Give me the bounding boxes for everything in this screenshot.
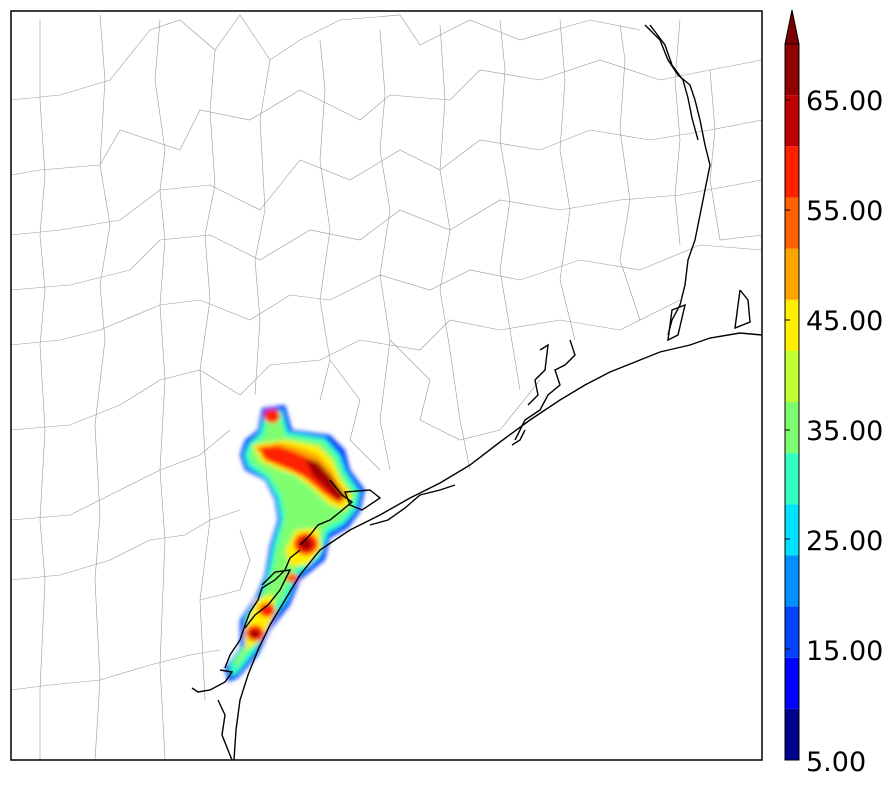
colorbar-label-45: 45.00 bbox=[806, 306, 883, 337]
colorbar-bin-70-75 bbox=[785, 44, 799, 96]
colorbar-bin-15-20 bbox=[785, 606, 799, 658]
colorbar-bin-20-25 bbox=[785, 555, 799, 607]
colorbar-bin-65-70 bbox=[785, 95, 799, 147]
field-darkred bbox=[305, 458, 346, 500]
field-orange-2 bbox=[286, 573, 298, 583]
colorbar-bin-40-45 bbox=[785, 350, 799, 402]
colorbar-label-5: 5.00 bbox=[806, 747, 866, 778]
colorbar-extend-arrow bbox=[784, 9, 800, 45]
colorbar-label-15: 15.00 bbox=[806, 636, 883, 667]
field-red-5 bbox=[264, 409, 280, 423]
colorbar-bin-10-15 bbox=[785, 657, 799, 709]
colorbar-bin-25-30 bbox=[785, 504, 799, 556]
county-borders bbox=[11, 14, 762, 760]
colorbar-bin-55-60 bbox=[785, 197, 799, 249]
map-background bbox=[11, 11, 762, 760]
colorbar-bin-35-40 bbox=[785, 402, 799, 454]
colorbar-bins bbox=[785, 44, 799, 760]
coastline bbox=[191, 24, 762, 760]
colorbar: 5.00 15.00 25.00 35.00 45.00 55.00 65.00 bbox=[784, 9, 883, 778]
field-darkred-2 bbox=[300, 538, 312, 550]
field-darkred-3 bbox=[250, 630, 260, 638]
colorbar-label-55: 55.00 bbox=[806, 196, 883, 227]
field-red bbox=[258, 446, 345, 503]
map-frame bbox=[10, 10, 763, 761]
field-red-3 bbox=[259, 603, 275, 617]
colorbar-label-25: 25.00 bbox=[806, 526, 883, 557]
colorbar-label-65: 65.00 bbox=[806, 86, 883, 117]
colorbar-frame bbox=[784, 43, 800, 761]
colorbar-bin-30-35 bbox=[785, 453, 799, 505]
map-panel bbox=[11, 11, 762, 760]
colorbar-bin-5-10 bbox=[785, 708, 799, 760]
colorbar-bin-50-55 bbox=[785, 248, 799, 300]
colorbar-bin-60-65 bbox=[785, 146, 799, 198]
colorbar-bin-45-50 bbox=[785, 299, 799, 351]
colorbar-ticks bbox=[785, 99, 790, 761]
colorbar-label-35: 35.00 bbox=[806, 416, 883, 447]
